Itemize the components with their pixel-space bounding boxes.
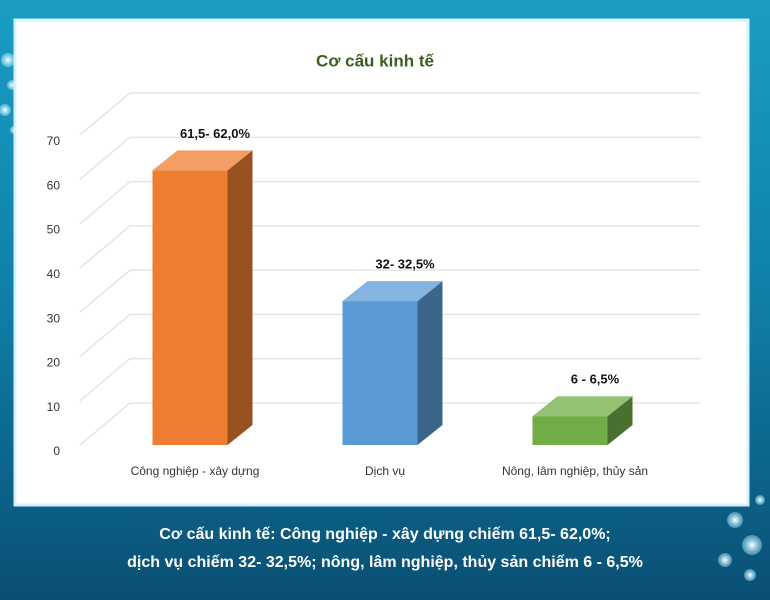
x-tick-label: Nông, lâm nghiệp, thủy sản bbox=[502, 464, 648, 478]
y-tick-label: 40 bbox=[47, 267, 61, 281]
grid-line bbox=[79, 136, 700, 180]
value-label: 6 - 6,5% bbox=[571, 372, 620, 387]
bar-side bbox=[607, 396, 633, 445]
bar-top bbox=[152, 150, 253, 171]
y-tick-label: 20 bbox=[47, 356, 61, 370]
grid-line bbox=[79, 358, 700, 402]
bubbles bbox=[0, 53, 765, 581]
grid-line bbox=[79, 402, 700, 446]
grid-line bbox=[79, 181, 700, 224]
grid-line bbox=[79, 313, 700, 357]
y-tick-label: 60 bbox=[47, 178, 61, 192]
x-tick-label: Dịch vụ bbox=[365, 464, 405, 478]
bar bbox=[152, 170, 228, 445]
y-tick-label: 0 bbox=[53, 444, 60, 458]
bar bbox=[532, 416, 608, 445]
grid-line bbox=[79, 269, 700, 313]
bar-top bbox=[342, 281, 443, 302]
bar-side bbox=[227, 150, 253, 445]
grid-line bbox=[79, 225, 700, 269]
value-label: 32- 32,5% bbox=[375, 257, 435, 272]
y-tick-label: 30 bbox=[47, 311, 61, 325]
grid-line bbox=[79, 92, 700, 136]
bar-top bbox=[532, 396, 633, 417]
y-tick-label: 10 bbox=[47, 400, 61, 414]
bar bbox=[342, 301, 418, 445]
x-tick-label: Công nghiệp - xây dựng bbox=[131, 464, 260, 478]
y-tick-label: 50 bbox=[47, 223, 61, 237]
y-tick-label: 70 bbox=[47, 134, 61, 148]
caption: dịch vụ chiếm 32- 32,5%; nông, lâm nghiệ… bbox=[127, 554, 643, 571]
bar-side bbox=[417, 281, 443, 445]
value-label: 61,5- 62,0% bbox=[180, 126, 251, 141]
caption: Cơ cấu kinh tế: Công nghiệp - xây dựng c… bbox=[159, 526, 611, 543]
chart-title: Cơ cấu kinh tế bbox=[316, 51, 434, 70]
